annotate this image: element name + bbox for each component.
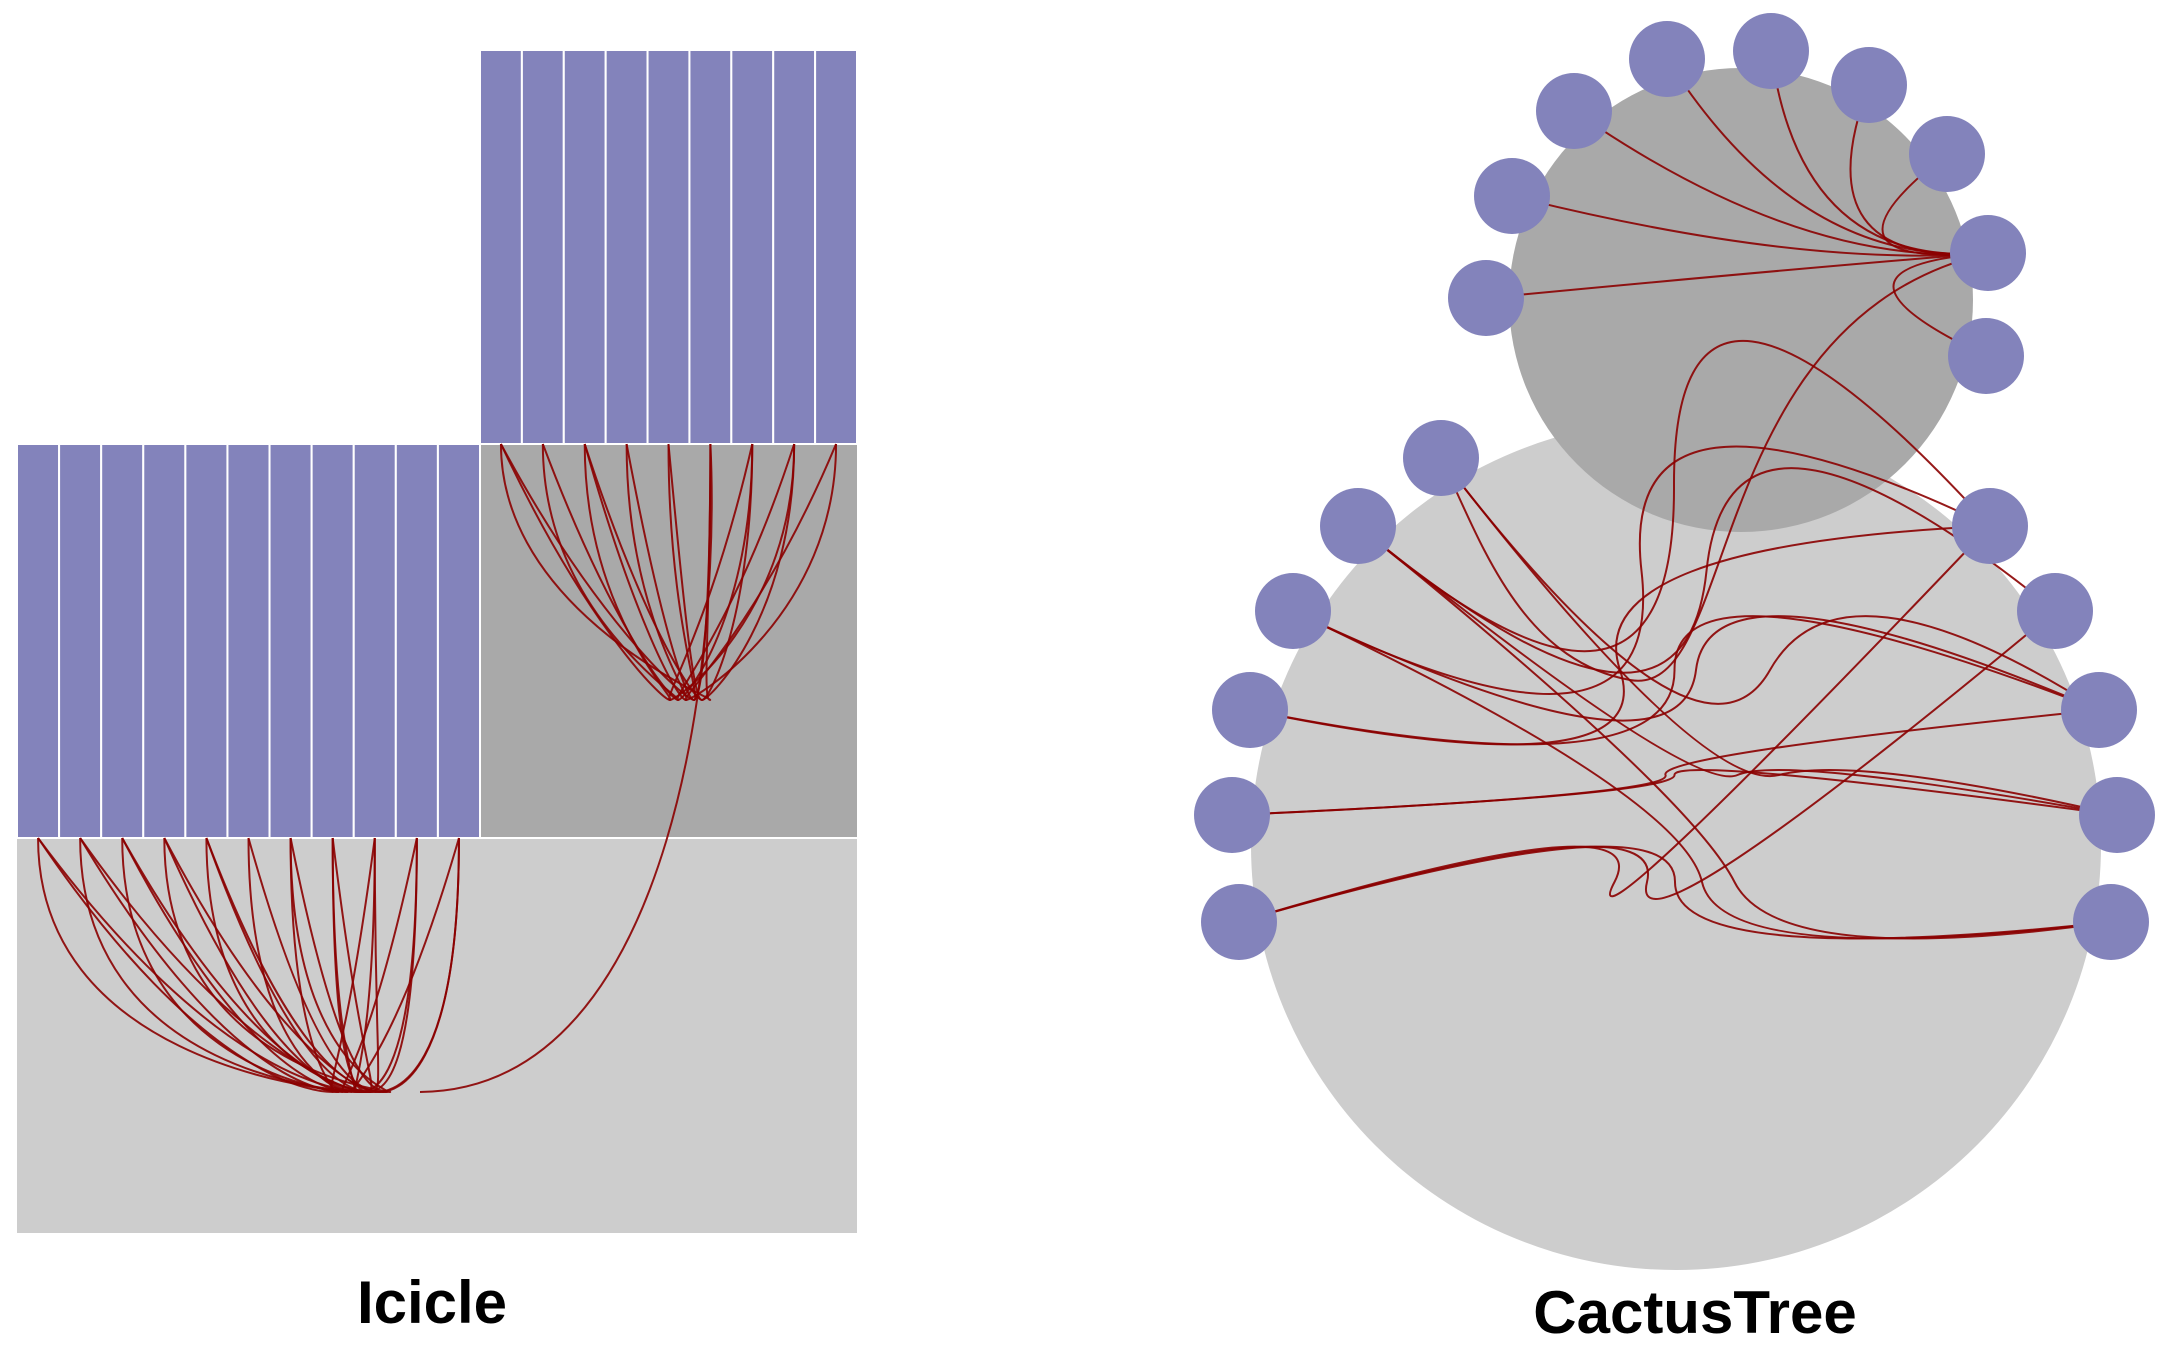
icicle-leaf <box>100 443 145 839</box>
leaf-node-icon <box>1950 215 2026 291</box>
cactus-cross-edge <box>1440 252 1989 682</box>
icicle-edge <box>583 443 754 702</box>
icicle-edge <box>163 837 392 1094</box>
leaf-node-icon <box>1255 573 1331 649</box>
leaf-node-icon <box>2061 672 2137 748</box>
icicle-root-region <box>17 838 857 1233</box>
cactus-edge <box>1357 525 2118 816</box>
leaf-node-icon <box>1909 116 1985 192</box>
cactus-subtree-region <box>1509 68 1973 532</box>
icicle-leaf <box>142 443 187 839</box>
leaf-node-icon <box>1320 488 1396 564</box>
icicle-leaf <box>268 443 313 839</box>
cactus-edge <box>1292 610 2100 722</box>
icicle-diagram <box>16 49 858 1233</box>
icicle-leaf <box>520 49 565 445</box>
icicle-leaf <box>58 443 103 839</box>
cactus-edge <box>1440 457 2118 816</box>
cactus-edge <box>1231 709 2100 816</box>
icicle-leaf <box>730 49 775 445</box>
icicle-edge <box>79 837 376 1094</box>
icicle-leaf <box>604 49 649 445</box>
cactus-edge <box>1357 339 1991 653</box>
icicle-leaf <box>184 443 229 839</box>
cactus-edge <box>1238 610 2056 923</box>
icicle-leaf <box>814 49 858 445</box>
icicle-edge <box>205 837 389 1094</box>
cactus-edge <box>1357 467 2056 674</box>
cactus-edge <box>1849 84 1989 256</box>
icicle-edge <box>500 443 697 702</box>
cactus-edge <box>1440 457 2100 711</box>
leaf-node-icon <box>1831 47 1907 123</box>
cactustree-diagram <box>1194 13 2155 1270</box>
icicle-leaf <box>436 443 481 839</box>
leaf-node-icon <box>1201 884 1277 960</box>
icicle-leaf <box>226 443 271 839</box>
icicle-edge <box>625 443 837 702</box>
cactus-edge <box>1292 445 1991 695</box>
icicle-edge <box>583 443 754 702</box>
leaf-node-icon <box>1403 420 1479 496</box>
icicle-leaf <box>16 443 61 839</box>
cactus-edge <box>1892 252 1989 357</box>
leaf-node-icon <box>1733 13 1809 89</box>
leaf-node-icon <box>1948 318 2024 394</box>
leaf-node-icon <box>1212 672 1288 748</box>
leaf-node-icon <box>2073 884 2149 960</box>
leaf-node-icon <box>2017 573 2093 649</box>
icicle-cross-edge <box>419 443 713 1093</box>
icicle-subtree-region <box>480 444 857 838</box>
cactustree-title: CactusTree <box>1533 1279 1857 1346</box>
icicle-leaf <box>688 49 733 445</box>
leaf-node-icon <box>1474 158 1550 234</box>
cactus-edge <box>1238 525 1991 923</box>
icicle-edge <box>163 837 372 1094</box>
leaf-node-icon <box>1629 21 1705 97</box>
icicle-leaf <box>479 49 523 445</box>
icicle-leaf <box>562 49 607 445</box>
icicle-edge <box>541 443 796 702</box>
cactus-edge <box>1357 525 2112 940</box>
cactus-edge <box>1485 252 1989 299</box>
leaf-node-icon <box>1952 488 2028 564</box>
icicle-leaf <box>772 49 817 445</box>
leaf-node-icon <box>1536 73 1612 149</box>
icicle-leaf <box>310 443 355 839</box>
icicle-leaf <box>646 49 691 445</box>
cactus-edge <box>1238 845 2112 940</box>
icicle-title: Icicle <box>356 1269 508 1336</box>
icicle-leaf <box>394 443 439 839</box>
icicle-leaf <box>352 443 397 839</box>
leaf-node-icon <box>2079 777 2155 853</box>
leaf-node-icon <box>1194 777 1270 853</box>
cactus-edge <box>1511 195 1989 257</box>
leaf-node-icon <box>1448 260 1524 336</box>
cactus-edge <box>1881 153 1989 256</box>
